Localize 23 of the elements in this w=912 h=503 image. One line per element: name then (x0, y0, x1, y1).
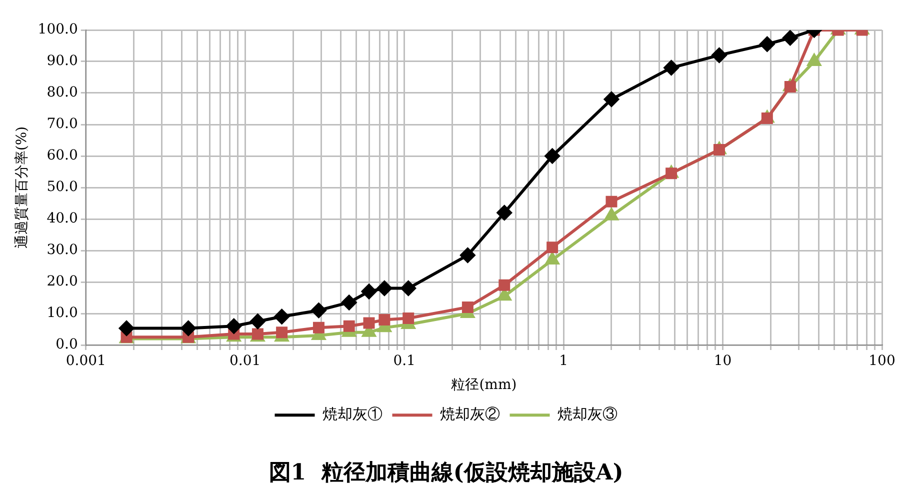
y-tick-label: 80.0 (46, 84, 78, 101)
y-axis-title: 通過質量百分率(%) (14, 126, 30, 249)
y-tick-label: 60.0 (46, 148, 78, 164)
y-tick-label: 30.0 (46, 242, 78, 258)
x-tick-label: 0.1 (393, 353, 416, 370)
y-tick-label: 10.0 (46, 305, 78, 322)
legend-label: 焼却灰③ (557, 404, 618, 423)
text: 図1 粒径加積曲線(仮設焼却施設A) (268, 460, 624, 486)
y-tick-label: 40.0 (46, 210, 78, 227)
y-tick-label: 50.0 (46, 179, 78, 196)
y-tick-label: 0.0 (56, 336, 78, 353)
x-tick-label: 0.01 (230, 353, 261, 370)
legend-label: 焼却灰① (322, 404, 382, 423)
x-tick-label: 100 (868, 353, 896, 370)
x-tick-label: 10 (714, 353, 732, 370)
y-tick-label: 100.0 (38, 22, 78, 38)
y-tick-label: 90.0 (46, 53, 78, 70)
legend-label: 焼却灰② (440, 404, 500, 423)
x-axis-title: 粒径(mm) (451, 376, 517, 393)
x-tick-label: 1 (559, 353, 568, 370)
x-tick-label: 0.001 (66, 353, 106, 370)
y-tick-label: 20.0 (46, 274, 78, 290)
y-tick-label: 70.0 (46, 116, 78, 132)
